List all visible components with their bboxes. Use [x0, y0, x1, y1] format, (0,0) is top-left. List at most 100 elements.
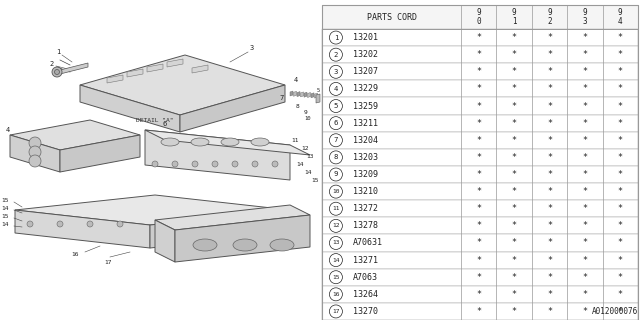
Polygon shape [311, 93, 314, 98]
Text: 13202: 13202 [353, 50, 378, 59]
Text: 13: 13 [307, 155, 314, 159]
Circle shape [192, 161, 198, 167]
Text: *: * [582, 84, 588, 93]
Text: 14: 14 [304, 170, 312, 174]
Text: *: * [618, 256, 623, 265]
Text: *: * [511, 238, 516, 247]
Text: 13259: 13259 [353, 101, 378, 110]
Circle shape [330, 202, 342, 215]
Polygon shape [150, 210, 290, 248]
Polygon shape [145, 130, 310, 155]
Circle shape [330, 219, 342, 232]
Text: *: * [476, 290, 481, 299]
Text: *: * [511, 101, 516, 110]
Circle shape [152, 161, 158, 167]
Text: *: * [511, 84, 516, 93]
Text: *: * [511, 136, 516, 145]
Text: *: * [547, 84, 552, 93]
Circle shape [330, 117, 342, 130]
Text: *: * [618, 33, 623, 42]
Ellipse shape [193, 239, 217, 251]
Text: 15: 15 [311, 178, 319, 182]
Text: A012000076: A012000076 [592, 307, 638, 316]
Circle shape [87, 221, 93, 227]
Text: *: * [476, 84, 481, 93]
Text: *: * [511, 204, 516, 213]
Text: *: * [547, 256, 552, 265]
Text: 14: 14 [296, 163, 304, 167]
Text: *: * [618, 84, 623, 93]
Text: *: * [476, 307, 481, 316]
Text: *: * [476, 119, 481, 128]
Circle shape [330, 31, 342, 44]
Polygon shape [80, 85, 180, 132]
Polygon shape [192, 65, 208, 73]
Circle shape [330, 253, 342, 267]
Text: 13272: 13272 [353, 204, 378, 213]
Text: 17: 17 [332, 309, 340, 314]
Text: *: * [618, 101, 623, 110]
Text: 2: 2 [50, 61, 54, 67]
Polygon shape [180, 85, 285, 132]
Circle shape [330, 185, 342, 198]
Text: *: * [511, 50, 516, 59]
Text: *: * [618, 290, 623, 299]
Text: *: * [476, 101, 481, 110]
Text: 13: 13 [332, 240, 340, 245]
Circle shape [330, 48, 342, 61]
Text: *: * [511, 170, 516, 179]
Polygon shape [15, 195, 290, 225]
Text: 4: 4 [333, 86, 338, 92]
Text: 13229: 13229 [353, 84, 378, 93]
Text: *: * [582, 307, 588, 316]
Bar [322, 252, 638, 269]
Text: 10: 10 [332, 189, 340, 194]
Text: 9
2: 9 2 [547, 8, 552, 26]
Text: 6: 6 [163, 121, 167, 127]
Text: *: * [618, 307, 623, 316]
Bar [322, 80, 638, 98]
Text: 10: 10 [305, 116, 311, 121]
Text: *: * [547, 170, 552, 179]
Text: *: * [547, 221, 552, 230]
Ellipse shape [221, 138, 239, 146]
Text: *: * [476, 170, 481, 179]
Polygon shape [10, 120, 140, 150]
Circle shape [330, 100, 342, 113]
Polygon shape [80, 55, 285, 115]
Text: *: * [476, 238, 481, 247]
Text: 9: 9 [303, 109, 307, 115]
Text: *: * [582, 170, 588, 179]
Text: 11: 11 [291, 138, 299, 142]
Polygon shape [294, 91, 296, 96]
Text: A7063: A7063 [353, 273, 378, 282]
Ellipse shape [233, 239, 257, 251]
Bar [322, 303, 638, 320]
Polygon shape [10, 135, 60, 172]
Text: *: * [618, 187, 623, 196]
Text: *: * [511, 119, 516, 128]
Text: *: * [618, 221, 623, 230]
Bar [322, 63, 638, 80]
Text: *: * [582, 187, 588, 196]
Bar [322, 217, 638, 235]
Text: *: * [547, 153, 552, 162]
Bar [322, 183, 638, 200]
Ellipse shape [191, 138, 209, 146]
Text: 5: 5 [316, 87, 319, 92]
Text: 1: 1 [333, 35, 338, 41]
Text: *: * [618, 153, 623, 162]
Circle shape [330, 288, 342, 301]
Text: *: * [547, 187, 552, 196]
Text: 7: 7 [280, 95, 284, 101]
Text: 14: 14 [1, 221, 9, 227]
Text: *: * [476, 136, 481, 145]
Circle shape [57, 221, 63, 227]
Circle shape [29, 146, 41, 158]
Text: *: * [547, 50, 552, 59]
Bar [322, 5, 638, 320]
Polygon shape [15, 210, 150, 248]
Bar [322, 166, 638, 183]
Circle shape [29, 155, 41, 167]
Ellipse shape [251, 138, 269, 146]
